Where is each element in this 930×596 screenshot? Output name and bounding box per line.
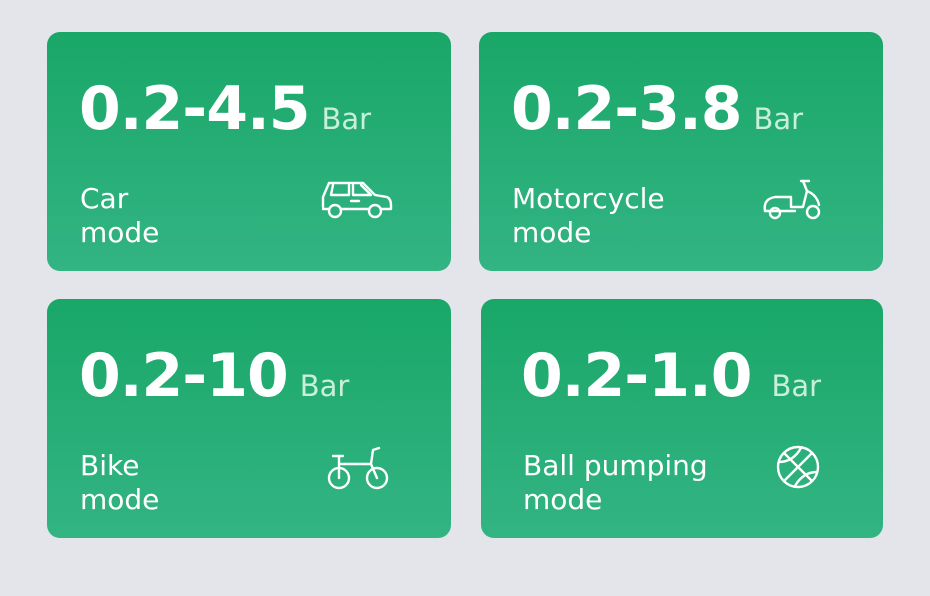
bike-mode-card[interactable]: 0.2-10 Bar Bike mode (47, 299, 451, 538)
mode-label: Ball pumping mode (523, 449, 783, 517)
pressure-unit: Bar (321, 102, 372, 136)
mode-label: Car mode (80, 182, 340, 250)
mode-label-line1: Car (80, 182, 129, 215)
mode-label-line2: mode (80, 216, 160, 249)
pressure-range: 0.2-3.8 Bar (511, 74, 803, 144)
basketball-icon (775, 444, 821, 490)
scooter-icon (761, 177, 823, 223)
mode-label-line2: mode (80, 483, 160, 516)
mode-label-line1: Motorcycle (512, 182, 665, 215)
pressure-value: 0.2-4.5 (79, 74, 310, 144)
pressure-range: 0.2-4.5 Bar (79, 74, 371, 144)
pressure-unit: Bar (753, 102, 804, 136)
pressure-range: 0.2-1.0 Bar (521, 341, 821, 411)
pressure-value: 0.2-10 (79, 341, 289, 411)
ball-pumping-mode-card[interactable]: 0.2-1.0 Bar Ball pumping mode (481, 299, 883, 538)
mode-label: Motorcycle mode (512, 182, 772, 250)
pressure-range: 0.2-10 Bar (79, 341, 349, 411)
pressure-unit: Bar (299, 369, 350, 403)
mode-label-line1: Bike (80, 449, 140, 482)
mode-label-line2: mode (512, 216, 592, 249)
car-icon (319, 177, 395, 223)
pressure-unit: Bar (771, 369, 822, 403)
mode-label-line1: Ball pumping (523, 449, 708, 482)
pressure-value: 0.2-1.0 (521, 341, 752, 411)
pressure-value: 0.2-3.8 (511, 74, 742, 144)
bicycle-icon (327, 444, 391, 490)
mode-label-line2: mode (523, 483, 603, 516)
motorcycle-mode-card[interactable]: 0.2-3.8 Bar Motorcycle mode (479, 32, 883, 271)
mode-label: Bike mode (80, 449, 340, 517)
car-mode-card[interactable]: 0.2-4.5 Bar Car mode (47, 32, 451, 271)
